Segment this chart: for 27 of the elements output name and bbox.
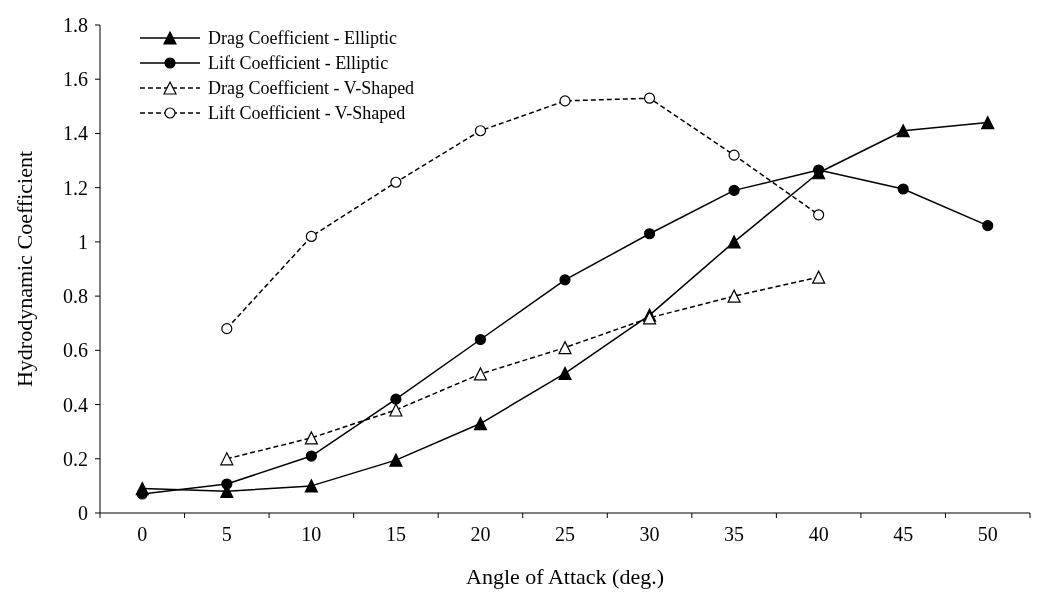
x-tick-label: 10	[301, 523, 322, 545]
y-tick-label: 0.6	[63, 339, 88, 362]
y-tick-label: 1.4	[63, 122, 88, 145]
x-tick-label: 45	[893, 523, 914, 545]
x-tick-label: 15	[385, 523, 406, 545]
legend-label: Drag Coefficient - Elliptic	[208, 28, 398, 49]
x-tick-label: 35	[724, 523, 745, 545]
legend-label: Lift Coefficient - Elliptic	[208, 53, 389, 74]
y-tick-label: 0	[78, 502, 88, 524]
y-axis-title: Hydrodynamic Coefficient	[12, 150, 37, 388]
y-tick-label: 1	[78, 230, 88, 253]
x-tick-label: 25	[555, 523, 575, 545]
y-tick-label: 1.6	[63, 68, 88, 91]
legend-label: Drag Coefficient - V-Shaped	[208, 78, 415, 99]
x-tick-label: 40	[808, 523, 829, 545]
y-tick-label: 0.2	[63, 447, 88, 470]
x-tick-label: 50	[977, 523, 998, 545]
x-tick-label: 5	[221, 523, 232, 545]
legend-label: Lift Coefficient - V-Shaped	[208, 103, 406, 124]
y-tick-label: 0.4	[63, 393, 88, 416]
x-tick-label: 0	[137, 523, 148, 545]
x-axis-title: Angle of Attack (deg.)	[466, 564, 664, 589]
y-tick-label: 1.8	[63, 14, 88, 36]
y-tick-label: 1.2	[63, 176, 88, 199]
y-tick-label: 0.8	[63, 285, 88, 308]
x-tick-label: 30	[639, 523, 660, 545]
x-tick-label: 20	[470, 523, 491, 545]
